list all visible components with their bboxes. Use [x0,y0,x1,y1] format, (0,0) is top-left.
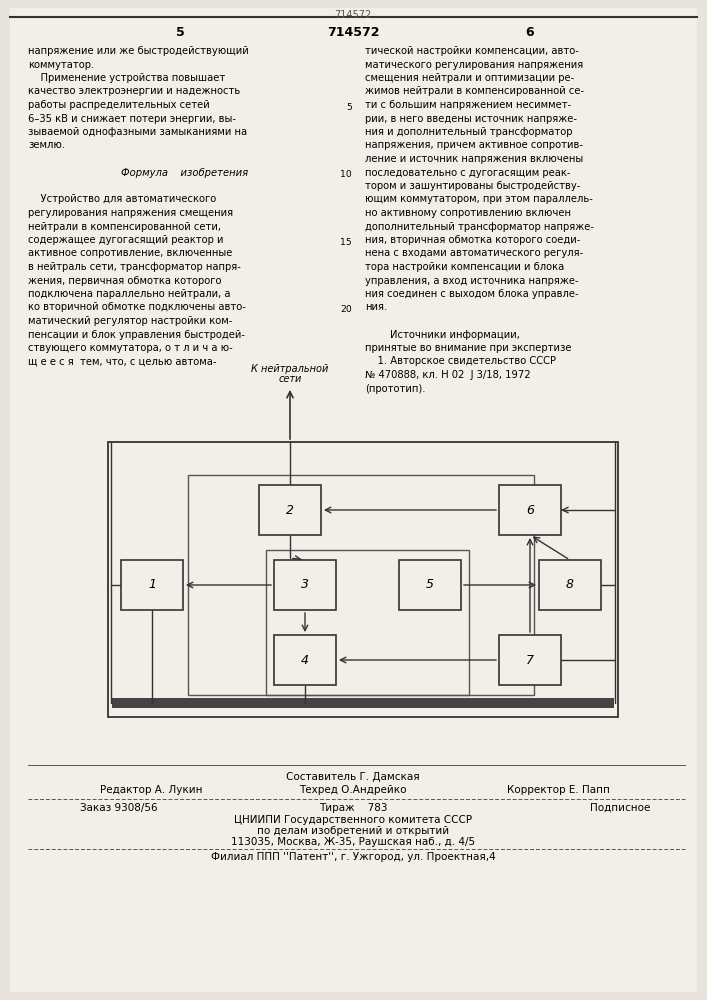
Bar [188,475,534,695]
Text: нена с входами автоматического регуля-: нена с входами автоматического регуля- [365,248,583,258]
Text: Составитель Г. Дамская: Составитель Г. Дамская [286,772,420,782]
Text: 6: 6 [526,25,534,38]
Text: напряжение или же быстродействующий: напряжение или же быстродействующий [28,46,249,56]
Text: сети: сети [279,374,302,384]
Text: жения, первичная обмотка которого: жения, первичная обмотка которого [28,275,221,286]
Text: Корректор Е. Папп: Корректор Е. Папп [507,785,610,795]
Text: Техред О.Андрейко: Техред О.Андрейко [299,785,407,795]
Text: матический регулятор настройки ком-: матический регулятор настройки ком- [28,316,233,326]
Text: последовательно с дугогасящим реак-: последовательно с дугогасящим реак- [365,167,571,178]
Bar [259,485,321,535]
Text: коммутатор.: коммутатор. [28,60,94,70]
Text: 10: 10 [340,170,352,179]
Text: жимов нейтрали в компенсированной се-: жимов нейтрали в компенсированной се- [365,87,584,97]
Text: К нейтральной: К нейтральной [251,364,329,374]
Text: ствующего коммутатора, о т л и ч а ю-: ствующего коммутатора, о т л и ч а ю- [28,343,233,353]
Text: 5: 5 [175,25,185,38]
Text: тора настройки компенсации и блока: тора настройки компенсации и блока [365,262,564,272]
Text: пенсации и блок управления быстродей-: пенсации и блок управления быстродей- [28,330,245,340]
Bar [108,442,618,717]
Text: Формула    изобретения: Формула изобретения [122,167,249,178]
Text: (прототип).: (прототип). [365,383,426,393]
Text: Устройство для автоматического: Устройство для автоматического [28,194,216,205]
Text: ЦНИИПИ Государственного комитета СССР: ЦНИИПИ Государственного комитета СССР [234,815,472,825]
Text: работы распределительных сетей: работы распределительных сетей [28,100,210,110]
Text: 7: 7 [526,654,534,666]
Text: Источники информации,: Источники информации, [365,330,520,340]
Text: нейтрали в компенсированной сети,: нейтрали в компенсированной сети, [28,222,221,232]
Text: 6–35 кВ и снижает потери энергии, вы-: 6–35 кВ и снижает потери энергии, вы- [28,113,236,123]
Text: 20: 20 [340,305,352,314]
Text: Подписное: Подписное [590,803,650,813]
Text: 15: 15 [340,238,352,247]
Text: ния.: ния. [365,302,387,312]
Text: ти с большим напряжением несиммет-: ти с большим напряжением несиммет- [365,100,571,110]
Text: Тираж    783: Тираж 783 [319,803,387,813]
Text: щ е е с я  тем, что, с целью автома-: щ е е с я тем, что, с целью автома- [28,357,216,366]
Text: дополнительный трансформатор напряже-: дополнительный трансформатор напряже- [365,222,594,232]
Text: зываемой однофазными замыканиями на: зываемой однофазными замыканиями на [28,127,247,137]
Text: Филиал ППП ''Патент'', г. Ужгород, ул. Проектная,4: Филиал ППП ''Патент'', г. Ужгород, ул. П… [211,852,496,862]
Bar [266,550,469,695]
Text: но активному сопротивлению включен: но активному сопротивлению включен [365,208,571,218]
Bar [112,698,614,708]
Text: землю.: землю. [28,140,65,150]
Text: напряжения, причем активное сопротив-: напряжения, причем активное сопротив- [365,140,583,150]
Text: ния, вторичная обмотка которого соеди-: ния, вторичная обмотка которого соеди- [365,235,580,245]
Bar [121,560,183,610]
Text: принятые во внимание при экспертизе: принятые во внимание при экспертизе [365,343,571,353]
Text: Применение устройства повышает: Применение устройства повышает [28,73,226,83]
Text: 6: 6 [526,504,534,516]
Text: 714572: 714572 [327,25,379,38]
Text: 3: 3 [301,578,309,591]
Text: подключена параллельно нейтрали, а: подключена параллельно нейтрали, а [28,289,230,299]
Text: содержащее дугогасящий реактор и: содержащее дугогасящий реактор и [28,235,223,245]
Text: активное сопротивление, включенные: активное сопротивление, включенные [28,248,233,258]
Text: в нейтраль сети, трансформатор напря-: в нейтраль сети, трансформатор напря- [28,262,241,272]
Text: 1: 1 [148,578,156,591]
Text: ния и дополнительный трансформатор: ния и дополнительный трансформатор [365,127,573,137]
Text: 714572: 714572 [334,10,372,20]
Text: 5: 5 [426,578,434,591]
Text: качество электроэнергии и надежность: качество электроэнергии и надежность [28,87,240,97]
Bar [499,635,561,685]
Text: матического регулирования напряжения: матического регулирования напряжения [365,60,583,70]
Text: смещения нейтрали и оптимизации ре-: смещения нейтрали и оптимизации ре- [365,73,574,83]
Bar [399,560,461,610]
Text: ко вторичной обмотке подключены авто-: ко вторичной обмотке подключены авто- [28,302,246,312]
Text: 2: 2 [286,504,294,516]
Text: Редактор А. Лукин: Редактор А. Лукин [100,785,202,795]
Text: управления, а вход источника напряже-: управления, а вход источника напряже- [365,275,578,286]
Text: тором и зашунтированы быстродейству-: тором и зашунтированы быстродейству- [365,181,580,191]
Text: № 470888, кл. Н 02  J 3/18, 1972: № 470888, кл. Н 02 J 3/18, 1972 [365,370,531,380]
Text: 5: 5 [346,103,352,112]
Text: 8: 8 [566,578,574,591]
Text: рии, в него введены источник напряже-: рии, в него введены источник напряже- [365,113,577,123]
Bar [499,485,561,535]
Bar [274,635,336,685]
Text: 113035, Москва, Ж-35, Раушская наб., д. 4/5: 113035, Москва, Ж-35, Раушская наб., д. … [231,837,475,847]
Bar [274,560,336,610]
Text: ния соединен с выходом блока управле-: ния соединен с выходом блока управле- [365,289,578,299]
Text: Заказ 9308/56: Заказ 9308/56 [80,803,158,813]
Text: ление и источник напряжения включены: ление и источник напряжения включены [365,154,583,164]
Text: 4: 4 [301,654,309,666]
Text: по делам изобретений и открытий: по делам изобретений и открытий [257,826,449,836]
Text: ющим коммутатором, при этом параллель-: ющим коммутатором, при этом параллель- [365,194,593,205]
Bar [539,560,601,610]
Text: регулирования напряжения смещения: регулирования напряжения смещения [28,208,233,218]
Text: тической настройки компенсации, авто-: тической настройки компенсации, авто- [365,46,579,56]
Text: 1. Авторское свидетельство СССР: 1. Авторское свидетельство СССР [365,357,556,366]
